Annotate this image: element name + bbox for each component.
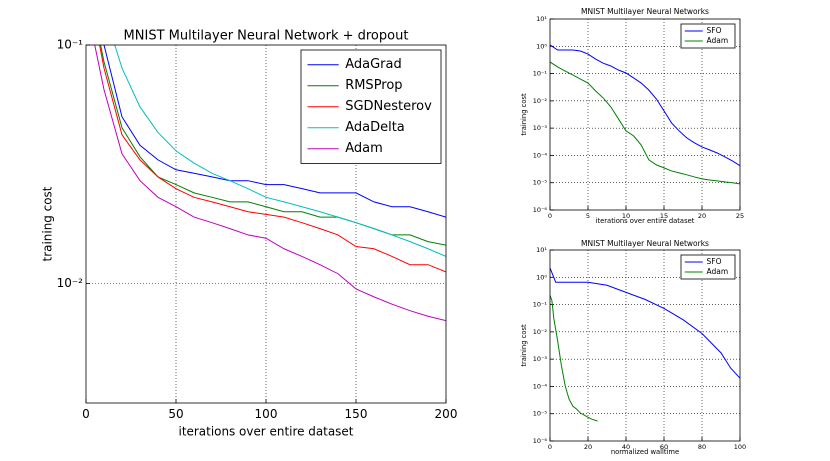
x-tick-label: 5 (586, 212, 590, 220)
legend-label: Adam (707, 36, 729, 45)
series-line (114, 45, 446, 257)
x-tick-label: 100 (734, 443, 746, 451)
x-tick-label: 20 (584, 443, 592, 451)
y-tick-label: 10¹ (536, 15, 547, 23)
x-tick-label: 100 (255, 407, 278, 421)
y-tick-label: 10⁻⁶ (533, 206, 548, 214)
series-line (550, 267, 740, 379)
x-tick-label: 20 (698, 212, 706, 220)
x-tick-label: 40 (622, 443, 630, 451)
series-line (550, 61, 740, 185)
series-line (94, 45, 446, 322)
x-tick-label: 60 (660, 443, 668, 451)
legend-label: RMSProp (345, 78, 402, 93)
chart-title: MNIST Multilayer Neural Networks (581, 239, 709, 248)
plot-frame (549, 18, 741, 211)
plot-frame (85, 44, 447, 404)
y-tick-label: 10⁰ (536, 273, 547, 281)
x-axis-label: normalized walltime (611, 448, 679, 456)
x-tick-label: 150 (345, 407, 368, 421)
y-tick-label: 10⁻¹ (57, 38, 84, 52)
legend-box (680, 254, 736, 280)
y-tick-label: 10⁻² (533, 328, 548, 336)
y-axis-label: training cost (41, 186, 55, 261)
x-tick-label: 200 (435, 407, 458, 421)
x-tick-label: 25 (736, 212, 744, 220)
legend-label: SFO (707, 26, 722, 35)
y-tick-label: 10⁻⁵ (533, 179, 548, 187)
y-tick-label: 10¹ (536, 246, 547, 254)
x-tick-label: 80 (698, 443, 706, 451)
legend-label: AdaDelta (345, 120, 405, 135)
y-axis-label: training cost (520, 93, 528, 136)
chart-title: MNIST Multilayer Neural Network + dropou… (124, 29, 409, 44)
y-tick-label: 10⁻¹ (533, 301, 548, 309)
legend-label: SGDNesterov (345, 99, 432, 114)
y-tick-label: 10⁻⁵ (533, 410, 548, 418)
legend-label: SFO (707, 257, 722, 266)
x-tick-label: 50 (168, 407, 183, 421)
y-tick-label: 10⁻¹ (533, 70, 548, 78)
series-line (99, 45, 446, 273)
y-tick-label: 10⁻³ (533, 124, 548, 132)
plot-frame (549, 249, 741, 442)
legend-box (680, 23, 736, 49)
series-line (550, 44, 740, 167)
y-tick-label: 10⁻⁴ (533, 382, 548, 390)
x-tick-label: 15 (660, 212, 668, 220)
y-tick-label: 10⁻² (57, 276, 84, 290)
legend-label: Adam (707, 267, 729, 276)
y-tick-label: 10⁰ (536, 42, 547, 50)
y-tick-label: 10⁻⁶ (533, 437, 548, 445)
chart-title: MNIST Multilayer Neural Networks (581, 7, 709, 16)
x-tick-label: 0 (548, 443, 552, 451)
y-tick-label: 10⁻⁴ (533, 151, 548, 159)
x-axis-label: iterations over entire dataset (596, 217, 695, 225)
legend-label: Adam (345, 141, 383, 156)
y-tick-label: 10⁻³ (533, 355, 548, 363)
x-axis-label: iterations over entire dataset (179, 425, 354, 439)
x-tick-label: 10 (622, 212, 630, 220)
y-tick-label: 10⁻² (533, 97, 548, 105)
legend-label: AdaGrad (345, 57, 402, 72)
x-tick-label: 0 (82, 407, 90, 421)
y-axis-label: training cost (520, 324, 528, 367)
series-line (550, 295, 598, 422)
series-line (103, 45, 446, 218)
x-tick-label: 0 (548, 212, 552, 220)
